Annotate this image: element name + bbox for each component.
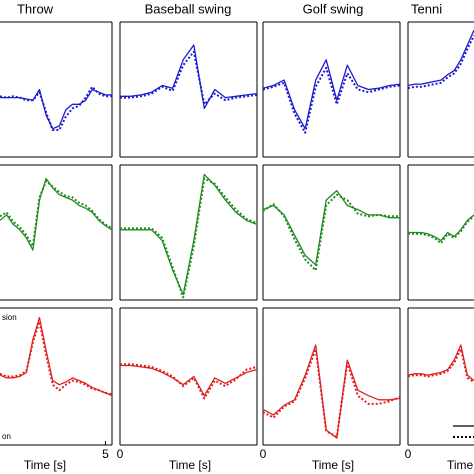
- series-line: [0, 85, 112, 131]
- panel-frame: [407, 307, 474, 446]
- panel-frame: [119, 307, 258, 446]
- series-line: [407, 29, 474, 87]
- x-axis-label: Time: [447, 458, 474, 472]
- panel-title: Baseball swing: [145, 1, 232, 16]
- panel-title: Golf swing: [303, 1, 364, 16]
- x-axis-label: Time [s]: [312, 458, 354, 472]
- x-tick-label: 0: [260, 447, 267, 461]
- series-line: [120, 173, 258, 296]
- annotation: on: [2, 432, 11, 441]
- panel-frame: [262, 164, 401, 301]
- panel-frame: [0, 307, 113, 446]
- series-line: [262, 66, 401, 134]
- series-line: [120, 364, 258, 397]
- series-line: [407, 35, 474, 90]
- series-line: [120, 177, 258, 299]
- panel-title: Throw: [17, 1, 54, 16]
- x-tick-label: 5: [102, 447, 109, 461]
- series-line: [262, 348, 401, 438]
- series-line: [262, 193, 400, 272]
- series-line: [262, 189, 400, 266]
- series-line: [0, 177, 113, 251]
- series-line: [407, 348, 474, 383]
- x-tick-label: 0: [405, 447, 412, 461]
- panel-frame: [407, 21, 474, 158]
- panel-frame: [262, 307, 401, 446]
- annotation: sion: [2, 313, 17, 322]
- series-line: [120, 363, 258, 400]
- x-axis-label: Time [s]: [24, 458, 66, 472]
- panel-frame: [262, 21, 401, 158]
- series-line: [262, 344, 401, 439]
- series-line: [262, 59, 401, 130]
- panel-frame: [0, 164, 113, 301]
- series-line: [408, 215, 474, 245]
- series-line: [120, 50, 258, 106]
- series-line: [0, 316, 113, 397]
- series-line: [0, 88, 112, 130]
- panel-frame: [119, 164, 258, 301]
- panel-frame: [119, 21, 258, 158]
- x-axis-label: Time [s]: [169, 458, 211, 472]
- panel-frame: [0, 21, 113, 158]
- panel-title: Tenni: [411, 1, 442, 16]
- series-line: [120, 44, 258, 110]
- x-tick-label: 0: [117, 447, 124, 461]
